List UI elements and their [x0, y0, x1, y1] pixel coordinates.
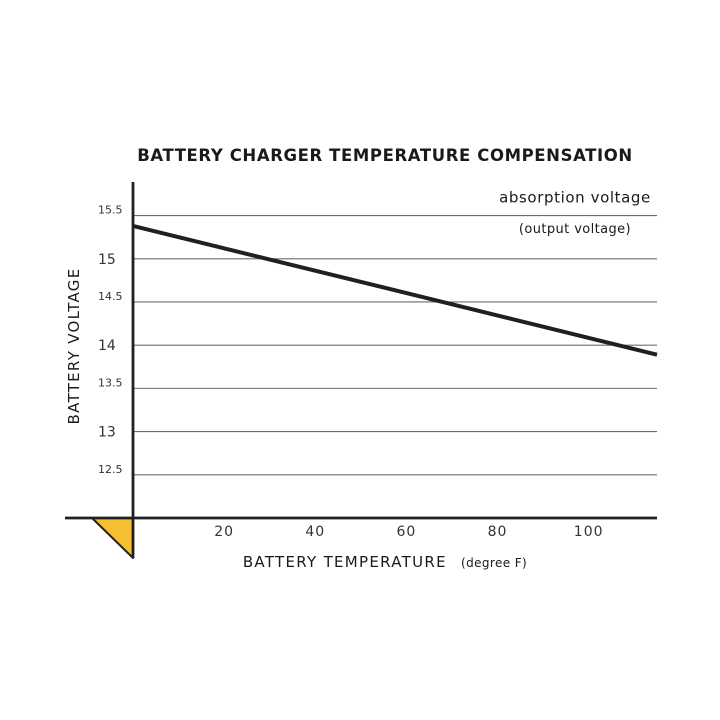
y-tick-label-14: 14 [98, 338, 116, 354]
y-tick-label-13: 13 [98, 425, 116, 441]
series-layer [132, 223, 658, 357]
y-tick-labels: 12.5 13 13.5 14 14.5 15 15.5 [98, 204, 123, 476]
y-tick-label-15: 15 [98, 252, 116, 268]
y-tick-label-15.5: 15.5 [98, 204, 123, 217]
x-tick-labels: 20 40 60 80 100 [214, 524, 604, 540]
x-tick-label-80: 80 [488, 524, 508, 540]
x-axis-label-main: BATTERY TEMPERATURE [243, 553, 447, 571]
y-tick-label-13.5: 13.5 [98, 376, 123, 389]
x-tick-label-40: 40 [305, 524, 325, 540]
output-voltage-annotation: (output voltage) [519, 222, 631, 237]
series-line-0 [132, 223, 658, 357]
x-tick-label-100: 100 [574, 524, 604, 540]
y-axis-label: BATTERY VOLTAGE [65, 267, 83, 424]
chart-title: BATTERY CHARGER TEMPERATURE COMPENSATION [137, 146, 633, 165]
y-tick-label-14.5: 14.5 [98, 290, 123, 303]
x-axis-label-unit: (degree F) [461, 556, 527, 570]
grid-lines [133, 215, 657, 476]
x-tick-label-20: 20 [214, 524, 234, 540]
yellow-corner-triangle [91, 517, 134, 559]
x-axis-label: BATTERY TEMPERATURE (degree F) [243, 553, 527, 571]
x-tick-label-60: 60 [396, 524, 416, 540]
absorption-voltage-annotation: absorption voltage [499, 189, 651, 207]
y-tick-label-12.5: 12.5 [98, 463, 123, 476]
